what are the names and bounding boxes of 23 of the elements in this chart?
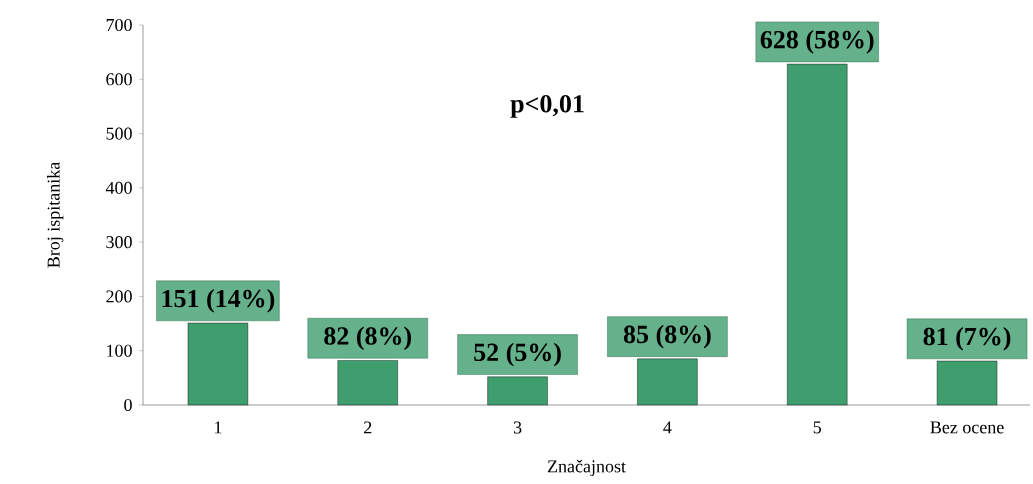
y-tick-label: 0 [124, 398, 132, 412]
y-tick-label: 700 [106, 18, 132, 32]
x-tick-label: 4 [663, 421, 672, 434]
data-label: 151 (14%) [162, 289, 275, 313]
y-tick-label: 600 [106, 73, 132, 86]
data-label: 85 (8%) [623, 324, 711, 349]
data-label: 52 (5%) [474, 342, 561, 367]
x-tick-label: 1 [215, 421, 222, 434]
x-tick-label: Bez ocene [930, 421, 1004, 434]
data-label: 628 (58%) [760, 30, 874, 54]
y-tick-label: 100 [107, 344, 132, 357]
y-tick-label: 200 [106, 290, 132, 303]
y-tick-label: 500 [106, 127, 132, 140]
y-axis-title: Broj ispitanika [47, 161, 64, 268]
y-tick-label: 400 [105, 181, 132, 194]
x-tick-label: 3 [513, 421, 522, 434]
data-label: 82 (8%) [324, 326, 412, 351]
x-axis-title: Značajnost [547, 459, 626, 477]
x-tick-label: 2 [364, 421, 372, 434]
data-label: 81 (7%) [923, 327, 1011, 351]
y-tick-label: 300 [106, 236, 132, 249]
annotation: p<0,01 [510, 95, 584, 118]
x-tick-label: 5 [813, 421, 822, 434]
